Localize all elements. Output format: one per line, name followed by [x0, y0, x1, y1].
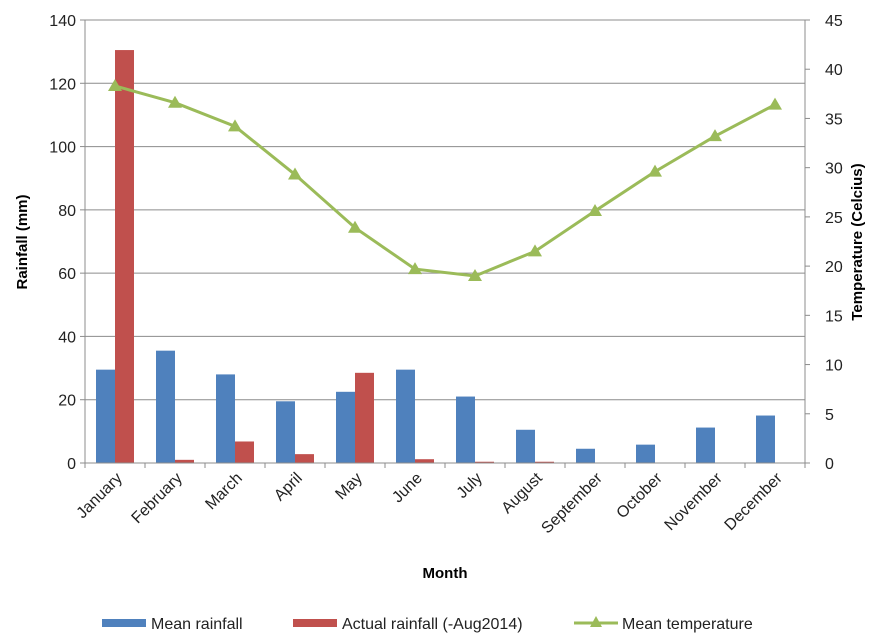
bar-actual-rainfall-aug2014-may — [355, 372, 374, 463]
y2-tick-label-30: 30 — [825, 161, 843, 178]
bar-mean-rainfall-february — [156, 350, 175, 463]
bar-actual-rainfall-aug2014-july — [475, 461, 494, 463]
y2-axis-title: Temperature (Celcius) — [849, 163, 866, 320]
x-tick-label-march: March — [202, 470, 245, 513]
bar-mean-rainfall-may — [336, 391, 355, 463]
x-axis-title: Month — [423, 565, 468, 582]
bar-mean-rainfall-december — [756, 415, 775, 463]
legend-label-mean-rainfall: Mean rainfall — [151, 616, 243, 633]
bar-actual-rainfall-aug2014-april — [295, 454, 314, 463]
x-tick-label-december: December — [722, 469, 787, 534]
x-tick-label-september: September — [538, 469, 606, 537]
legend: Mean rainfall Actual rainfall (-Aug2014)… — [102, 616, 753, 633]
legend-item-mean-rainfall: Mean rainfall — [102, 616, 243, 633]
bar-mean-rainfall-january — [96, 369, 115, 463]
x-tick-label-february: February — [129, 470, 186, 527]
y-tick-label-0: 0 — [67, 456, 76, 473]
y2-tick-label-5: 5 — [825, 407, 834, 424]
legend-item-actual-rainfall: Actual rainfall (-Aug2014) — [293, 616, 523, 633]
axes-group — [84, 20, 806, 464]
bar-actual-rainfall-aug2014-march — [235, 441, 254, 463]
y-tick-label-20: 20 — [58, 393, 76, 410]
legend-label-mean-temperature: Mean temperature — [622, 616, 753, 633]
legend-label-actual-rainfall: Actual rainfall (-Aug2014) — [342, 616, 523, 633]
y-tick-label-40: 40 — [58, 329, 76, 346]
y2-tick-label-25: 25 — [825, 210, 843, 227]
bar-mean-rainfall-june — [396, 369, 415, 463]
y-tick-label-120: 120 — [49, 76, 76, 93]
point-mean-temperature-june — [408, 262, 422, 275]
legend-item-mean-temperature: Mean temperature — [574, 616, 753, 633]
legend-marker-mean-temperature — [590, 616, 602, 627]
bar-mean-rainfall-july — [456, 396, 475, 463]
y-tick-label-140: 140 — [49, 13, 76, 30]
y-axis-title: Rainfall (mm) — [14, 194, 31, 289]
bar-actual-rainfall-aug2014-august — [535, 461, 554, 463]
temperature-line-group — [108, 78, 782, 281]
y2-tick-label-35: 35 — [825, 111, 843, 128]
y2-tick-label-15: 15 — [825, 308, 843, 325]
point-mean-temperature-july — [468, 268, 482, 281]
y2-tick-label-40: 40 — [825, 62, 843, 79]
gridlines — [85, 19, 805, 401]
x-tick-label-november: November — [662, 469, 727, 534]
x-tick-label-june: June — [389, 470, 426, 507]
point-mean-temperature-january — [108, 78, 122, 91]
y-tick-label-80: 80 — [58, 203, 76, 220]
point-mean-temperature-august — [528, 244, 542, 257]
point-mean-temperature-september — [588, 203, 602, 216]
bar-mean-rainfall-september — [576, 448, 595, 463]
point-mean-temperature-april — [288, 167, 302, 180]
bar-mean-rainfall-august — [516, 429, 535, 463]
bar-mean-rainfall-march — [216, 374, 235, 463]
x-tick-label-july: July — [454, 470, 486, 502]
y2-tick-label-45: 45 — [825, 13, 843, 30]
y-tick-label-60: 60 — [58, 266, 76, 283]
bar-actual-rainfall-aug2014-june — [415, 459, 434, 463]
y2-tick-label-10: 10 — [825, 358, 843, 375]
y2-tick-label-20: 20 — [825, 259, 843, 276]
bar-mean-rainfall-october — [636, 444, 655, 463]
bar-mean-rainfall-november — [696, 427, 715, 463]
x-tick-label-april: April — [271, 470, 306, 505]
y-tick-label-100: 100 — [49, 140, 76, 157]
y2-tick-label-0: 0 — [825, 456, 834, 473]
legend-swatch-mean-rainfall — [102, 619, 146, 627]
bar-actual-rainfall-aug2014-january — [115, 50, 134, 463]
right-axis-ticks: 0 5 10 15 20 25 30 35 40 45 — [805, 13, 843, 473]
left-axis-ticks: 0 20 40 60 80 100 120 140 — [49, 13, 85, 473]
line-mean-temperature — [114, 84, 776, 278]
bars-group — [96, 50, 775, 463]
point-mean-temperature-may — [348, 220, 362, 233]
bar-mean-rainfall-april — [276, 401, 295, 463]
x-tick-label-may: May — [332, 470, 365, 503]
x-tick-label-august: August — [499, 469, 547, 517]
x-axis-ticks: January February March April May June July Augu… — [74, 463, 806, 537]
point-mean-temperature-november — [708, 129, 722, 142]
bar-actual-rainfall-aug2014-february — [175, 459, 194, 463]
x-tick-label-october: October — [614, 469, 667, 522]
point-mean-temperature-march — [228, 119, 242, 132]
point-mean-temperature-february — [168, 95, 182, 108]
legend-swatch-actual-rainfall — [293, 619, 337, 627]
x-tick-label-january: January — [74, 470, 126, 522]
point-mean-temperature-december — [768, 97, 782, 110]
point-mean-temperature-october — [648, 164, 662, 177]
